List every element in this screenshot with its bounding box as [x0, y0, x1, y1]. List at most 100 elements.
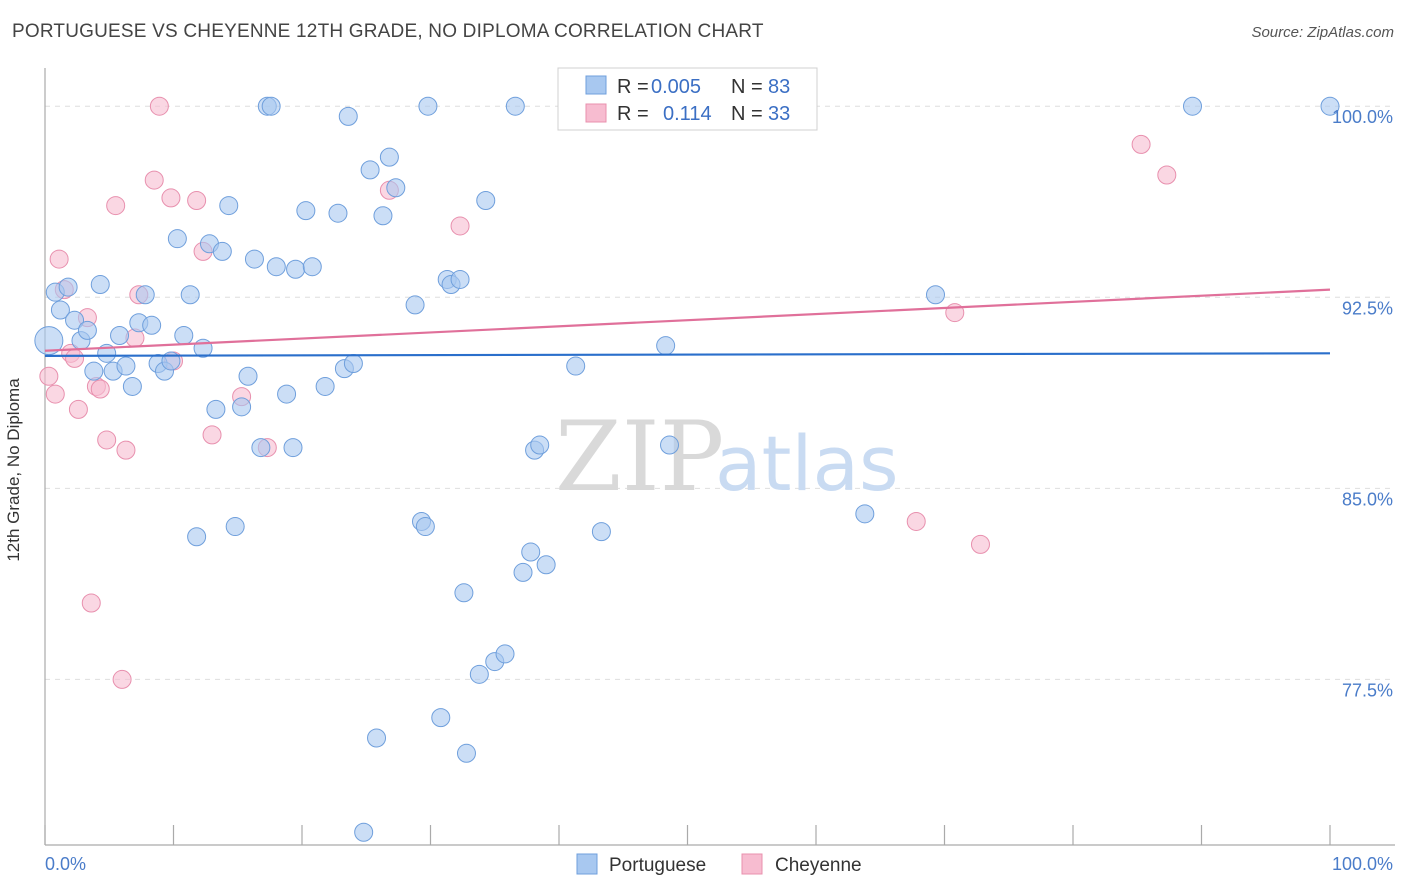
bottom-legend-swatch-cheyenne [741, 853, 763, 875]
portuguese-point [405, 295, 425, 315]
portuguese-point [521, 542, 541, 562]
portuguese-point [167, 229, 187, 249]
cheyenne-point [39, 366, 59, 386]
cheyenne-point [970, 534, 990, 554]
y-tick-label: 92.5% [1342, 298, 1393, 318]
trend-line-portuguese [44, 352, 1331, 357]
portuguese-point [495, 644, 515, 664]
bottom-legend-label-cheyenne: Cheyenne [775, 855, 862, 876]
portuguese-point [251, 438, 271, 458]
cheyenne-point [116, 440, 136, 460]
portuguese-point [1183, 96, 1203, 116]
cheyenne-point [112, 669, 132, 689]
portuguese-point [926, 285, 946, 305]
portuguese-point [456, 743, 476, 763]
portuguese-point [212, 241, 232, 261]
x-tick-label-start: 0.0% [45, 854, 86, 874]
legend-r-value-1: 0.005 [651, 76, 701, 98]
data-points [34, 96, 1340, 842]
cheyenne-point [90, 379, 110, 399]
portuguese-point [174, 325, 194, 345]
portuguese-point [343, 354, 363, 374]
portuguese-point [286, 259, 306, 279]
cheyenne-point [97, 430, 117, 450]
trend-lines [44, 288, 1331, 357]
portuguese-point [328, 203, 348, 223]
y-tick-label: 77.5% [1342, 680, 1393, 700]
portuguese-point [1320, 96, 1340, 116]
chart-title: PORTUGUESE VS CHEYENNE 12TH GRADE, NO DI… [12, 21, 764, 42]
portuguese-point [219, 196, 239, 216]
cheyenne-point [450, 216, 470, 236]
cheyenne-point [1131, 134, 1151, 154]
portuguese-point [354, 822, 374, 842]
portuguese-point [180, 285, 200, 305]
cheyenne-point [49, 249, 69, 269]
cheyenne-point [144, 170, 164, 190]
portuguese-point [302, 257, 322, 277]
portuguese-point [373, 206, 393, 226]
cheyenne-point [202, 425, 222, 445]
portuguese-point [431, 708, 451, 728]
portuguese-point [656, 336, 676, 356]
portuguese-point [206, 399, 226, 419]
bottom-legend-swatch-portuguese [576, 853, 598, 875]
legend-n-value-1: 83 [768, 76, 790, 98]
watermark-zip: ZIP [555, 401, 724, 513]
source-label: Source: ZipAtlas.com [1251, 24, 1394, 41]
legend-r-value-2: 0.114 [663, 103, 712, 125]
portuguese-point [77, 320, 97, 340]
portuguese-point [855, 504, 875, 524]
portuguese-point [338, 106, 358, 126]
x-tick-label-end: 100.0% [1332, 854, 1393, 874]
portuguese-point [135, 285, 155, 305]
portuguese-point [90, 275, 110, 295]
portuguese-point [315, 376, 335, 396]
portuguese-point [65, 310, 85, 330]
portuguese-point [418, 96, 438, 116]
portuguese-point [591, 522, 611, 542]
portuguese-point [283, 438, 303, 458]
y-tick-labels: 77.5% 85.0% 92.5% 100.0% [1332, 107, 1393, 700]
legend-r-label-1: R = [617, 76, 649, 98]
portuguese-point [505, 96, 525, 116]
cheyenne-point [1157, 165, 1177, 185]
cheyenne-point [81, 593, 101, 613]
cheyenne-point [68, 399, 88, 419]
y-tick-label: 100.0% [1332, 107, 1393, 127]
portuguese-point [50, 300, 70, 320]
portuguese-point [360, 160, 380, 180]
portuguese-point [187, 527, 207, 547]
portuguese-point [296, 201, 316, 221]
cheyenne-point [187, 190, 207, 210]
cheyenne-point [161, 188, 181, 208]
portuguese-point [266, 257, 286, 277]
portuguese-point [386, 178, 406, 198]
portuguese-point [454, 583, 474, 603]
portuguese-point [566, 356, 586, 376]
portuguese-point [34, 326, 64, 356]
legend-r-label-2: R = [617, 103, 649, 125]
portuguese-point [261, 96, 281, 116]
portuguese-point [513, 562, 533, 582]
watermark-atlas: atlas [715, 419, 899, 508]
portuguese-point [84, 361, 104, 381]
portuguese-point [232, 397, 252, 417]
cheyenne-point [106, 196, 126, 216]
portuguese-point [415, 517, 435, 537]
portuguese-point [367, 728, 387, 748]
portuguese-point [142, 315, 162, 335]
legend-swatch-cheyenne [585, 103, 607, 123]
bottom-legend-label-portuguese: Portuguese [609, 855, 706, 876]
axes [44, 68, 1395, 846]
legend-n-label-1: N = [731, 76, 763, 98]
portuguese-point [530, 435, 550, 455]
cheyenne-point [149, 96, 169, 116]
portuguese-point [238, 366, 258, 386]
portuguese-point [122, 376, 142, 396]
portuguese-point [450, 269, 470, 289]
cheyenne-point [906, 511, 926, 531]
cheyenne-point [45, 384, 65, 404]
portuguese-point [379, 147, 399, 167]
